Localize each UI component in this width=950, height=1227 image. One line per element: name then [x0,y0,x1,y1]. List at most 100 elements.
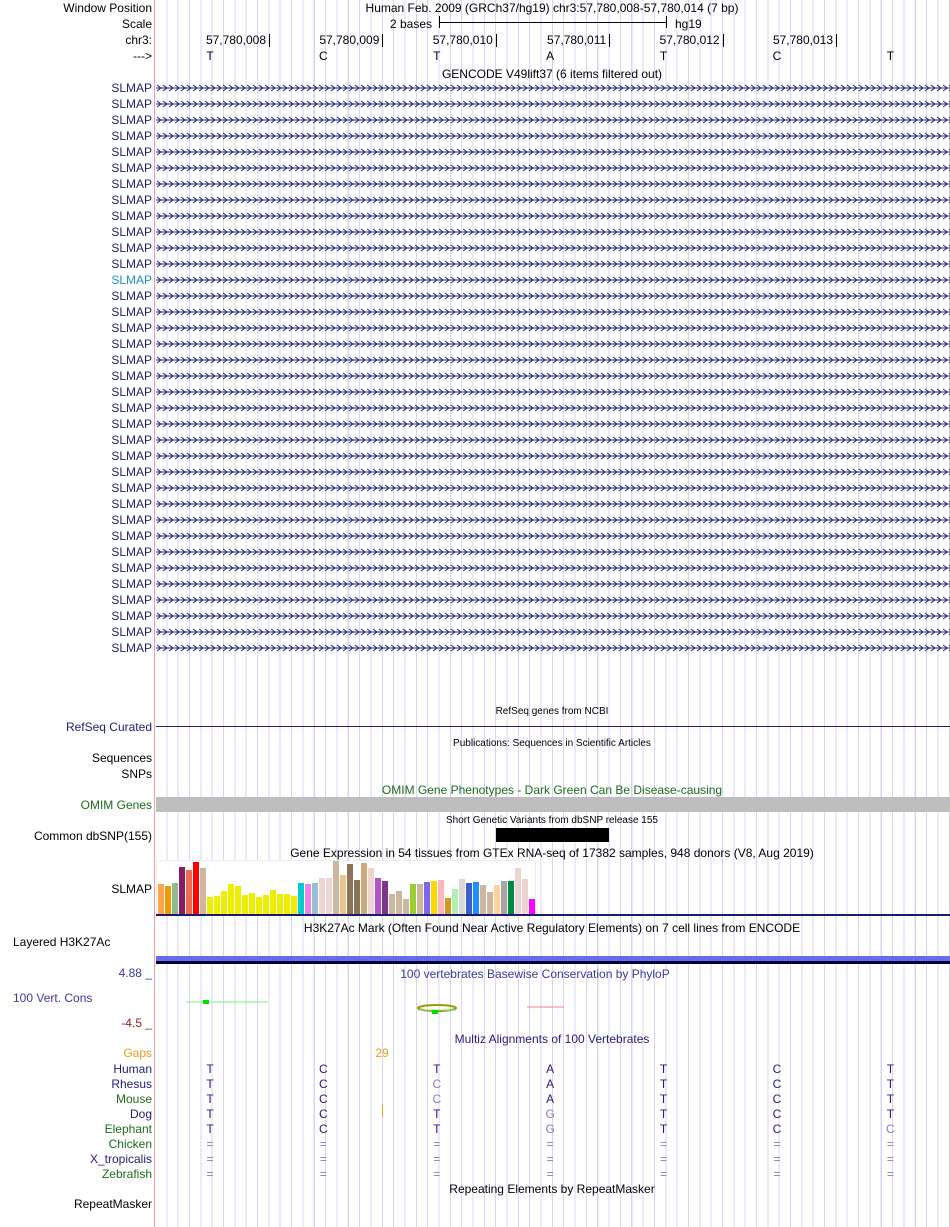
snps-label[interactable]: SNPs [121,767,152,781]
gene-transcript[interactable] [156,483,950,493]
gene-transcript[interactable] [156,627,950,637]
gtex-tissue-bar[interactable] [256,897,262,915]
publications-label[interactable]: Sequences [91,751,152,765]
gene-transcript[interactable] [156,259,950,269]
gtex-tissue-bar[interactable] [298,883,304,915]
gene-label[interactable]: SLMAP [111,513,152,527]
gtex-tissue-bar[interactable] [452,889,458,915]
gtex-tissue-bar[interactable] [438,880,444,915]
gtex-tissue-bar[interactable] [312,883,318,915]
gene-label[interactable]: SLMAP [111,577,152,591]
gene-transcript[interactable] [156,179,950,189]
gene-transcript[interactable] [156,195,950,205]
gtex-tissue-bar[interactable] [410,884,416,915]
gtex-tissue-bar[interactable] [389,894,395,915]
omim-label[interactable]: OMIM Genes [80,798,152,812]
gene-label[interactable]: SLMAP [111,273,152,287]
gene-label[interactable]: SLMAP [111,561,152,575]
dbsnp-label[interactable]: Common dbSNP(155) [33,829,152,843]
gtex-tissue-bar[interactable] [319,878,325,915]
gene-label[interactable]: SLMAP [111,337,152,351]
gene-label[interactable]: SLMAP [111,81,152,95]
gtex-tissue-bar[interactable] [158,884,164,915]
gene-label[interactable]: SLMAP [111,609,152,623]
gtex-tissue-bar[interactable] [487,892,493,915]
gene-transcript[interactable] [156,595,950,605]
gene-label[interactable]: SLMAP [111,177,152,191]
gene-label[interactable]: SLMAP [111,465,152,479]
gtex-tissue-bar[interactable] [403,899,409,915]
gene-label[interactable]: SLMAP [111,545,152,559]
gtex-tissue-bar[interactable] [445,898,451,915]
gtex-tissue-bar[interactable] [214,896,220,915]
gtex-tissue-bar[interactable] [501,881,507,915]
species-label[interactable]: Dog [129,1107,152,1121]
gtex-tissue-bar[interactable] [242,895,248,915]
gtex-tissue-bar[interactable] [522,879,528,915]
gtex-tissue-bar[interactable] [431,881,437,915]
gene-label[interactable]: SLMAP [111,97,152,111]
gene-transcript[interactable] [156,387,950,397]
gtex-tissue-bar[interactable] [207,897,213,915]
phylop-label[interactable]: 100 Vert. Cons [13,991,93,1005]
gtex-tissue-bar[interactable] [284,894,290,915]
gene-transcript[interactable] [156,147,950,157]
gene-label[interactable]: SLMAP [111,529,152,543]
gtex-tissue-bar[interactable] [424,882,430,915]
gene-label[interactable]: SLMAP [111,321,152,335]
gene-transcript[interactable] [156,611,950,621]
gene-label[interactable]: SLMAP [111,449,152,463]
gene-transcript[interactable] [156,275,950,285]
gene-label[interactable]: SLMAP [111,481,152,495]
gtex-tissue-bar[interactable] [368,868,374,915]
gene-label[interactable]: SLMAP [111,417,152,431]
gene-transcript[interactable] [156,227,950,237]
gene-transcript[interactable] [156,291,950,301]
gene-label[interactable]: SLMAP [111,385,152,399]
gene-label[interactable]: SLMAP [111,145,152,159]
gene-transcript[interactable] [156,339,950,349]
gtex-tissue-bar[interactable] [235,886,241,915]
gtex-tissue-bar[interactable] [333,861,339,915]
species-label[interactable]: X_tropicalis [89,1152,152,1166]
gene-transcript[interactable] [156,211,950,221]
gene-label[interactable]: SLMAP [111,497,152,511]
gtex-tissue-bar[interactable] [466,883,472,915]
gene-label[interactable]: SLMAP [111,257,152,271]
gtex-tissue-bar[interactable] [305,884,311,915]
gene-label[interactable]: SLMAP [111,241,152,255]
repeatmasker-label[interactable]: RepeatMasker [73,1197,152,1211]
gene-label[interactable]: SLMAP [111,305,152,319]
gene-label[interactable]: SLMAP [111,369,152,383]
gene-transcript[interactable] [156,131,950,141]
gene-label[interactable]: SLMAP [111,225,152,239]
gtex-tissue-bar[interactable] [396,891,402,915]
gene-transcript[interactable] [156,99,950,109]
gtex-tissue-bar[interactable] [326,878,332,915]
gtex-tissue-bar[interactable] [382,881,388,915]
gene-transcript[interactable] [156,499,950,509]
gtex-tissue-bar[interactable] [354,880,360,915]
gene-label[interactable]: SLMAP [111,113,152,127]
gene-transcript[interactable] [156,435,950,445]
gene-transcript[interactable] [156,163,950,173]
gtex-tissue-bar[interactable] [172,883,178,915]
gene-transcript[interactable] [156,371,950,381]
gene-transcript[interactable] [156,243,950,253]
refseq-label[interactable]: RefSeq Curated [65,720,152,734]
gene-label[interactable]: SLMAP [111,401,152,415]
phylop-plot[interactable] [156,990,950,1020]
gtex-tissue-bar[interactable] [277,894,283,915]
dbsnp-variant[interactable] [496,828,609,842]
gene-transcript[interactable] [156,547,950,557]
gene-transcript[interactable] [156,355,950,365]
h3k27ac-label[interactable]: Layered H3K27Ac [13,935,111,949]
gene-transcript[interactable] [156,531,950,541]
gtex-tissue-bar[interactable] [459,879,465,915]
gene-transcript[interactable] [156,323,950,333]
gtex-chart[interactable] [156,860,536,915]
gtex-tissue-bar[interactable] [340,875,346,915]
gene-label[interactable]: SLMAP [111,353,152,367]
gtex-tissue-bar[interactable] [179,867,185,915]
